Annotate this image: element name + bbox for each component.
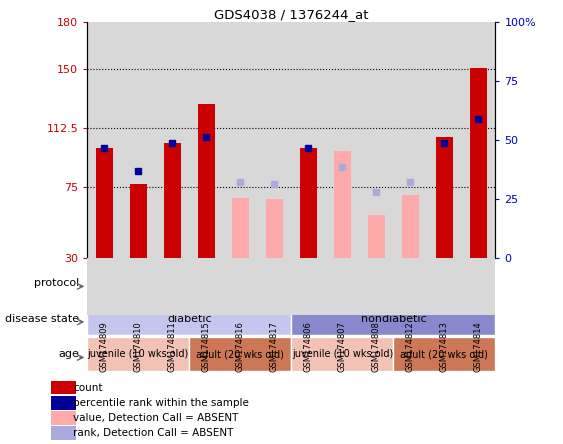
Bar [462, 258, 495, 315]
Text: adult (20 wks old): adult (20 wks old) [400, 349, 488, 359]
Bar [325, 258, 359, 315]
Bar [292, 258, 325, 315]
FancyBboxPatch shape [292, 337, 394, 371]
Bar [121, 22, 155, 258]
Bar [462, 22, 495, 258]
FancyBboxPatch shape [292, 302, 495, 335]
Bar [368, 215, 385, 258]
Bar [155, 258, 189, 315]
Bar [232, 198, 249, 258]
Bar [394, 258, 427, 315]
Bar [394, 22, 427, 258]
Text: juvenile (10 wks old): juvenile (10 wks old) [292, 349, 393, 359]
Bar [359, 22, 394, 258]
Text: nondiabetic: nondiabetic [360, 313, 426, 324]
Bar [96, 148, 113, 258]
Bar [51, 411, 76, 425]
Bar [427, 22, 462, 258]
Text: age: age [58, 349, 79, 359]
FancyBboxPatch shape [87, 337, 189, 371]
Bar [121, 258, 155, 315]
Bar [164, 143, 181, 258]
Bar [155, 22, 189, 258]
Bar [300, 148, 317, 258]
Text: not induced: not induced [360, 278, 427, 288]
Bar [402, 195, 419, 258]
Bar [224, 22, 257, 258]
Bar [198, 104, 215, 258]
Text: protocol: protocol [34, 278, 79, 288]
Bar [334, 151, 351, 258]
Bar [51, 396, 76, 409]
Text: rank, Detection Call = ABSENT: rank, Detection Call = ABSENT [73, 428, 234, 438]
Bar [87, 258, 121, 315]
Bar [189, 258, 224, 315]
Text: diabetic: diabetic [167, 313, 212, 324]
Bar [257, 258, 292, 315]
Bar [427, 258, 462, 315]
Bar [257, 22, 292, 258]
Bar [189, 22, 224, 258]
Bar [130, 184, 147, 258]
Text: percentile rank within the sample: percentile rank within the sample [73, 398, 249, 408]
FancyBboxPatch shape [87, 302, 292, 335]
Bar [51, 381, 76, 394]
Text: adult (20 wks old): adult (20 wks old) [196, 349, 284, 359]
Bar [470, 67, 487, 258]
Bar [325, 22, 359, 258]
Text: value, Detection Call = ABSENT: value, Detection Call = ABSENT [73, 413, 239, 423]
FancyBboxPatch shape [394, 337, 495, 371]
Bar [359, 258, 394, 315]
Bar [436, 137, 453, 258]
Text: streptozocin-induction: streptozocin-induction [127, 278, 252, 288]
Text: count: count [73, 383, 102, 392]
FancyBboxPatch shape [189, 337, 292, 371]
Bar [292, 22, 325, 258]
Bar [51, 426, 76, 440]
FancyBboxPatch shape [87, 266, 292, 300]
Bar [266, 199, 283, 258]
Bar [87, 22, 121, 258]
Text: juvenile (10 wks old): juvenile (10 wks old) [88, 349, 189, 359]
Bar [224, 258, 257, 315]
Title: GDS4038 / 1376244_at: GDS4038 / 1376244_at [214, 8, 369, 21]
Text: disease state: disease state [5, 313, 79, 324]
FancyBboxPatch shape [292, 266, 495, 300]
